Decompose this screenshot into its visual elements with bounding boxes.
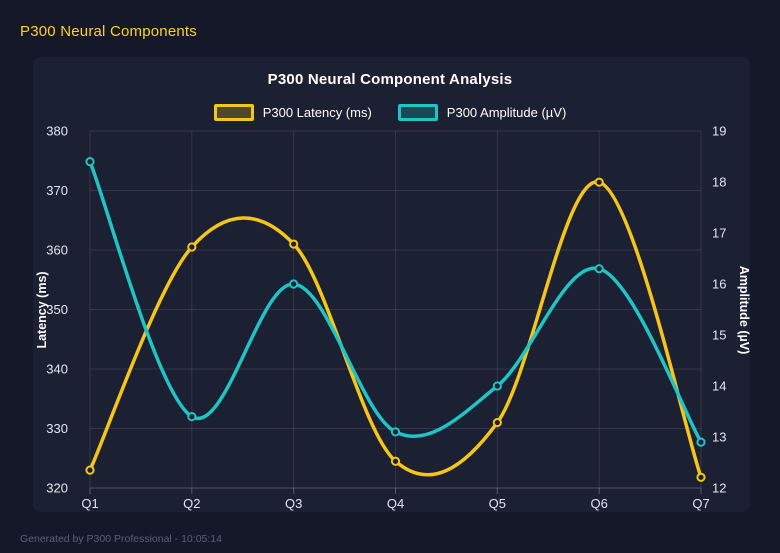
right-axis-title: Amplitude (µV): [737, 266, 751, 354]
left-axis-tick-label: 380: [46, 124, 68, 139]
left-axis-tick-label: 320: [46, 481, 68, 496]
footer-text: Generated by P300 Professional - 10:05:1…: [20, 533, 222, 545]
left-axis-tick-label: 340: [46, 362, 68, 377]
left-axis-title: Latency (ms): [35, 271, 49, 348]
data-point-marker: [492, 417, 502, 428]
x-axis-tick-label: Q1: [81, 496, 98, 511]
app-title: P300 Neural Components: [20, 23, 198, 40]
data-point-marker: [594, 177, 604, 187]
data-point-marker: [289, 239, 299, 249]
right-axis-tick-label: 19: [712, 124, 726, 139]
data-point-marker: [696, 437, 706, 447]
x-axis-tick-label: Q7: [692, 496, 709, 511]
legend-label: P300 Latency (ms): [262, 104, 372, 120]
x-axis-tick-label: Q3: [285, 496, 302, 511]
legend-item-p300-amplitude-v[interactable]: P300 Amplitude (µV): [397, 103, 567, 121]
legend-item-p300-latency-ms[interactable]: P300 Latency (ms): [213, 103, 372, 121]
left-axis-tick-label: 350: [46, 302, 68, 317]
x-axis-tick-label: Q5: [489, 496, 506, 511]
left-axis-tick-label: 360: [46, 243, 68, 258]
left-axis-tick-label: 370: [46, 183, 68, 198]
chart-title: P300 Neural Component Analysis: [267, 71, 513, 88]
x-axis-tick-label: Q6: [590, 496, 607, 511]
right-axis-tick-label: 14: [712, 379, 726, 394]
data-point-marker: [390, 427, 401, 437]
legend-swatch: [213, 103, 254, 121]
right-axis-tick-label: 12: [712, 481, 726, 496]
data-point-marker: [85, 157, 95, 167]
x-axis-tick-label: Q4: [387, 496, 404, 511]
data-point-marker: [594, 264, 604, 274]
right-axis-tick-label: 15: [712, 328, 726, 343]
right-axis-tick-label: 13: [712, 430, 726, 445]
x-axis-tick-label: Q2: [183, 496, 200, 511]
data-point-marker: [289, 279, 299, 289]
left-axis-tick-label: 330: [46, 421, 68, 436]
data-point-marker: [187, 412, 197, 422]
legend-swatch: [397, 103, 438, 121]
data-point-marker: [696, 472, 706, 482]
data-point-marker: [187, 242, 197, 252]
data-point-marker: [492, 381, 502, 391]
chart-panel: [33, 57, 750, 512]
legend-label: P300 Amplitude (µV): [446, 104, 567, 120]
right-axis-tick-label: 18: [712, 175, 726, 190]
data-point-marker: [390, 456, 401, 466]
chart-legend: P300 Latency (ms) P300 Amplitude (µV): [0, 103, 780, 121]
right-axis-tick-label: 16: [712, 277, 726, 292]
data-point-marker: [85, 465, 95, 475]
right-axis-tick-label: 17: [712, 226, 726, 241]
